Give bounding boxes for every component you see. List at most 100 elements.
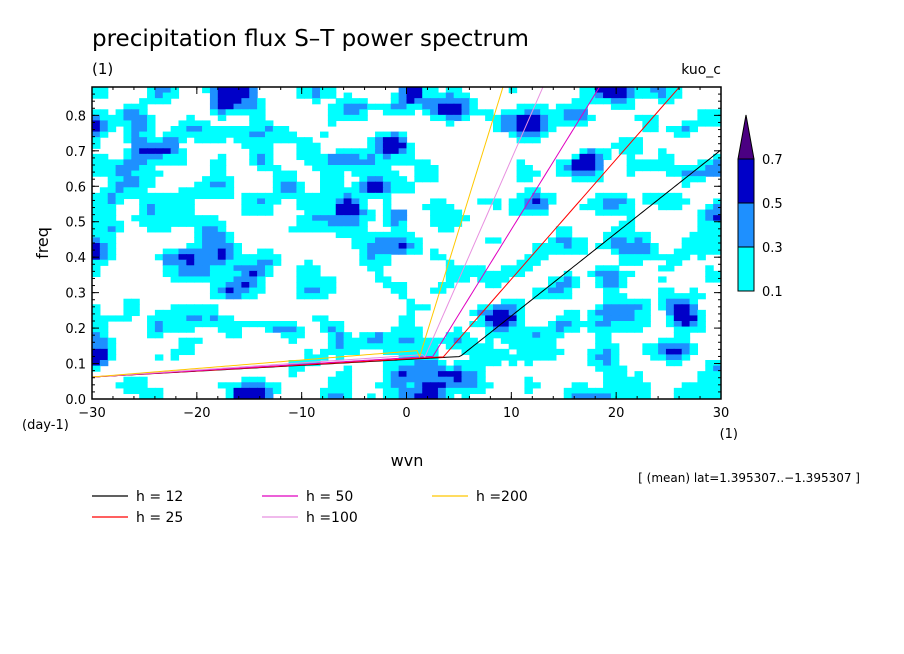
power-cell [194, 304, 203, 311]
power-cell [296, 332, 305, 339]
power-cell [296, 204, 305, 211]
power-cell [673, 198, 683, 205]
power-cell [288, 371, 298, 378]
power-cell [524, 103, 533, 110]
power-cell [186, 337, 195, 344]
power-cell [382, 371, 392, 378]
power-cell [563, 393, 573, 399]
power-cell [233, 254, 242, 261]
power-cell [99, 343, 109, 350]
power-cell [257, 265, 266, 272]
power-cell [697, 254, 706, 261]
power-cell [571, 321, 581, 328]
power-cell [123, 176, 132, 183]
power-cell [390, 343, 400, 350]
power-cell [390, 103, 400, 110]
power-cell [665, 170, 675, 177]
power-cell [92, 309, 101, 317]
power-cell [343, 109, 353, 116]
power-cell [548, 321, 557, 328]
power-cell [123, 170, 132, 177]
power-cell [658, 98, 667, 105]
power-cell [398, 109, 408, 116]
power-cell [430, 204, 439, 211]
power-cell [713, 209, 721, 216]
power-cell [398, 282, 408, 289]
power-cell [375, 248, 384, 255]
power-cell [430, 365, 439, 372]
power-cell [665, 337, 675, 344]
power-cell [634, 259, 643, 266]
power-cell [92, 131, 101, 138]
power-cell [665, 348, 675, 356]
power-cell [642, 315, 651, 322]
power-cell [500, 109, 510, 116]
power-cell [382, 376, 392, 383]
power-cell [414, 393, 423, 399]
power-cell [390, 98, 400, 105]
power-cell [257, 287, 266, 294]
power-cell [335, 337, 345, 344]
power-cell [579, 148, 588, 155]
power-cell [186, 198, 195, 205]
power-cell [681, 304, 691, 311]
power-cell [673, 298, 683, 305]
power-cell [453, 103, 463, 110]
power-cell [603, 270, 612, 278]
power-cell [359, 243, 368, 250]
power-cell [508, 198, 518, 205]
power-cell [634, 92, 643, 99]
power-cell [540, 293, 549, 300]
power-cell [343, 226, 353, 233]
power-cell [241, 142, 250, 149]
power-cell [681, 176, 691, 183]
power-cell [327, 187, 337, 194]
power-cell [92, 209, 101, 216]
power-cell [406, 371, 415, 378]
power-cell [681, 354, 691, 361]
power-cell [131, 148, 140, 155]
power-cell [367, 259, 376, 266]
power-cell [516, 304, 526, 311]
power-cell [343, 165, 353, 172]
power-cell [99, 192, 109, 200]
power-cell [398, 332, 408, 339]
power-cell [603, 354, 612, 361]
power-cell [477, 360, 486, 367]
power-cell [705, 109, 714, 116]
power-cell [264, 153, 274, 161]
power-cell [202, 220, 211, 227]
power-cell [351, 98, 360, 105]
power-cell [154, 204, 164, 211]
power-cell [139, 181, 148, 188]
power-cell [288, 131, 298, 138]
power-cell [430, 98, 439, 105]
power-cell [359, 231, 368, 239]
power-cell [335, 187, 345, 194]
power-cell [123, 114, 132, 122]
power-cell [327, 393, 337, 399]
power-cell [422, 103, 431, 110]
power-cell [516, 109, 526, 116]
curve-h-100 [92, 87, 544, 378]
power-cell [453, 387, 463, 395]
power-cell [618, 92, 628, 99]
power-cell [296, 276, 305, 283]
power-cell [414, 376, 423, 383]
power-cell [618, 204, 628, 211]
power-cell [595, 198, 604, 205]
power-cell [335, 114, 345, 122]
power-cell [705, 231, 714, 239]
power-cell [618, 254, 628, 261]
power-cell [131, 309, 140, 317]
power-cell [304, 198, 313, 205]
power-cell [225, 293, 235, 300]
power-cell [445, 332, 455, 339]
power-cell [202, 192, 211, 200]
power-cell [225, 282, 235, 289]
power-cell [563, 270, 573, 278]
power-cell [461, 343, 470, 350]
power-cell [390, 371, 400, 378]
power-cell [162, 142, 172, 149]
power-cell [548, 248, 557, 255]
